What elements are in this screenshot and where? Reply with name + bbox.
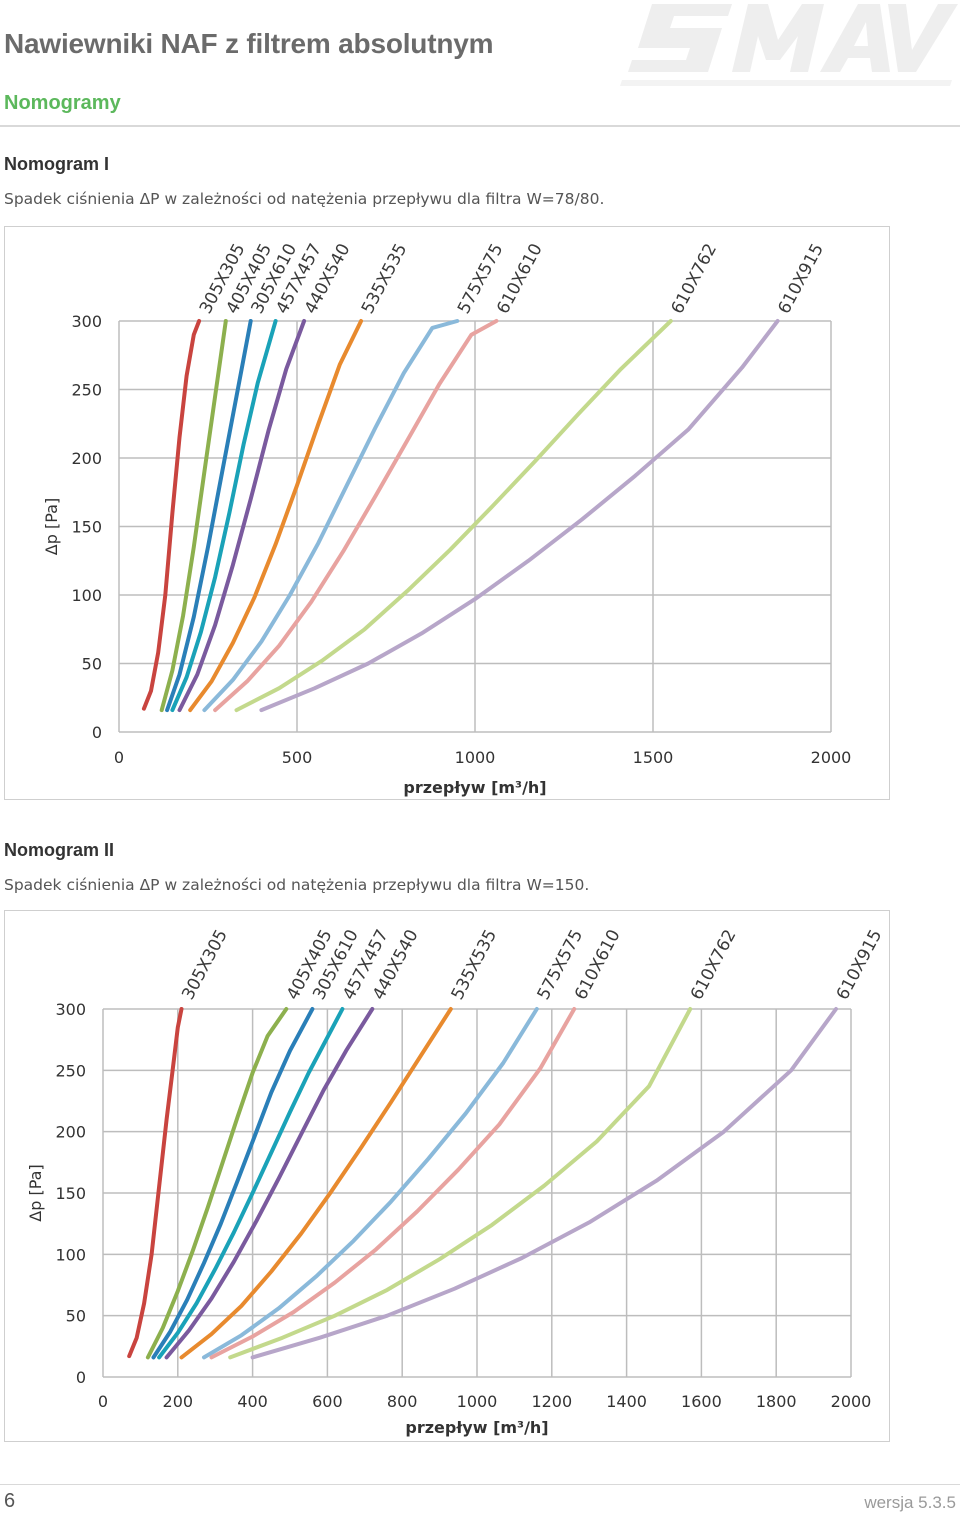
x-tick-label: 1200 [531, 1392, 572, 1411]
series-line-610x610 [209, 1007, 577, 1360]
y-tick-label: 250 [71, 381, 102, 400]
series-line-440x540 [177, 319, 307, 713]
header-divider [0, 125, 960, 127]
series-line-440x540 [164, 1007, 375, 1360]
y-tick-label: 100 [55, 1245, 86, 1264]
chart-nomogram-1-svg: 0 50 100 150 200 250 300 0 500 1000 1500 2000 przepł… [42, 240, 852, 797]
y-axis-label: Δp [Pa] [42, 498, 61, 555]
footer-divider [0, 1484, 960, 1485]
chart-nomogram-2: 0 50 100 150 200 250 300 0 200 400 600 800 1000 1200 1… [4, 910, 890, 1442]
section-description-nomogram-1: Spadek ciśnienia ΔP w zależności od natę… [4, 190, 605, 208]
series-label-305x305: 305X305 [178, 926, 232, 1003]
chart-nomogram-1: 0 50 100 150 200 250 300 0 500 1000 1500 2000 przepł… [4, 226, 890, 800]
x-tick-label: 0 [98, 1392, 108, 1411]
section-subtitle: Nomogramy [4, 92, 121, 114]
series-line-457x457 [170, 319, 278, 713]
page-number: 6 [4, 1490, 16, 1512]
y-tick-label: 0 [92, 723, 102, 742]
smav-logo-icon [620, 4, 958, 86]
version-label: wersja 5.3.5 [864, 1493, 956, 1512]
x-tick-label: 1600 [681, 1392, 722, 1411]
series-line-305x610 [165, 319, 253, 713]
y-tick-label: 200 [71, 449, 102, 468]
y-tick-label: 300 [71, 312, 102, 331]
y-tick-label: 150 [71, 518, 102, 537]
series-line-305x305 [127, 1007, 184, 1359]
series-line-610x610 [213, 319, 499, 713]
x-tick-label: 1500 [633, 748, 674, 767]
x-axis-label: przepływ [m³/h] [403, 778, 546, 797]
x-tick-label: 1400 [606, 1392, 647, 1411]
series-line-575x575 [202, 1007, 539, 1360]
x-tick-label: 500 [282, 748, 313, 767]
x-tick-label: 2000 [811, 748, 852, 767]
y-axis-label: Δp [Pa] [26, 1164, 45, 1221]
x-axis-label: przepływ [m³/h] [405, 1418, 548, 1437]
y-tick-label: 150 [55, 1184, 86, 1203]
series-line-457x457 [157, 1007, 345, 1360]
series-label-535x535: 535X535 [448, 926, 502, 1003]
y-tick-label: 250 [55, 1061, 86, 1080]
series-label-610x915: 610X915 [833, 926, 887, 1003]
series-line-535x535 [188, 319, 364, 713]
x-tick-label: 400 [237, 1392, 268, 1411]
series-line-610x762 [234, 319, 673, 713]
series-line-535x535 [179, 1007, 453, 1360]
x-tick-label: 800 [387, 1392, 418, 1411]
section-description-nomogram-2: Spadek ciśnienia ΔP w zależności od natę… [4, 876, 590, 894]
series-line-575x575 [202, 319, 460, 713]
series-line-405x405 [145, 1007, 289, 1360]
section-title-nomogram-2: Nomogram II [4, 840, 115, 860]
x-tick-label: 2000 [831, 1392, 872, 1411]
x-tick-label: 600 [312, 1392, 343, 1411]
series-line-610x915 [250, 1007, 838, 1360]
series-line-610x762 [228, 1007, 693, 1360]
series-line-305x305 [141, 319, 202, 711]
document-title: Nawiewniki NAF z filtrem absolutnym [4, 28, 494, 59]
series-label-610x915: 610X915 [774, 240, 828, 317]
y-tick-label: 50 [82, 655, 102, 674]
chart-nomogram-2-svg: 0 50 100 150 200 250 300 0 200 400 600 800 1000 1200 1… [26, 926, 887, 1437]
y-tick-label: 50 [66, 1307, 86, 1326]
series-label-610x762: 610X762 [687, 926, 741, 1003]
section-title-nomogram-1: Nomogram I [4, 154, 110, 174]
x-tick-label: 200 [163, 1392, 194, 1411]
y-tick-label: 200 [55, 1123, 86, 1142]
x-tick-label: 0 [114, 748, 124, 767]
series-line-305x610 [151, 1007, 315, 1360]
series-label-535x535: 535X535 [358, 240, 412, 317]
y-tick-label: 100 [71, 586, 102, 605]
y-tick-label: 300 [55, 1000, 86, 1019]
x-tick-label: 1800 [756, 1392, 797, 1411]
series-line-405x405 [159, 319, 228, 713]
series-line-610x915 [259, 319, 780, 713]
y-tick-label: 0 [76, 1368, 86, 1387]
x-tick-label: 1000 [457, 1392, 498, 1411]
series-label-610x762: 610X762 [668, 240, 722, 317]
x-tick-label: 1000 [455, 748, 496, 767]
